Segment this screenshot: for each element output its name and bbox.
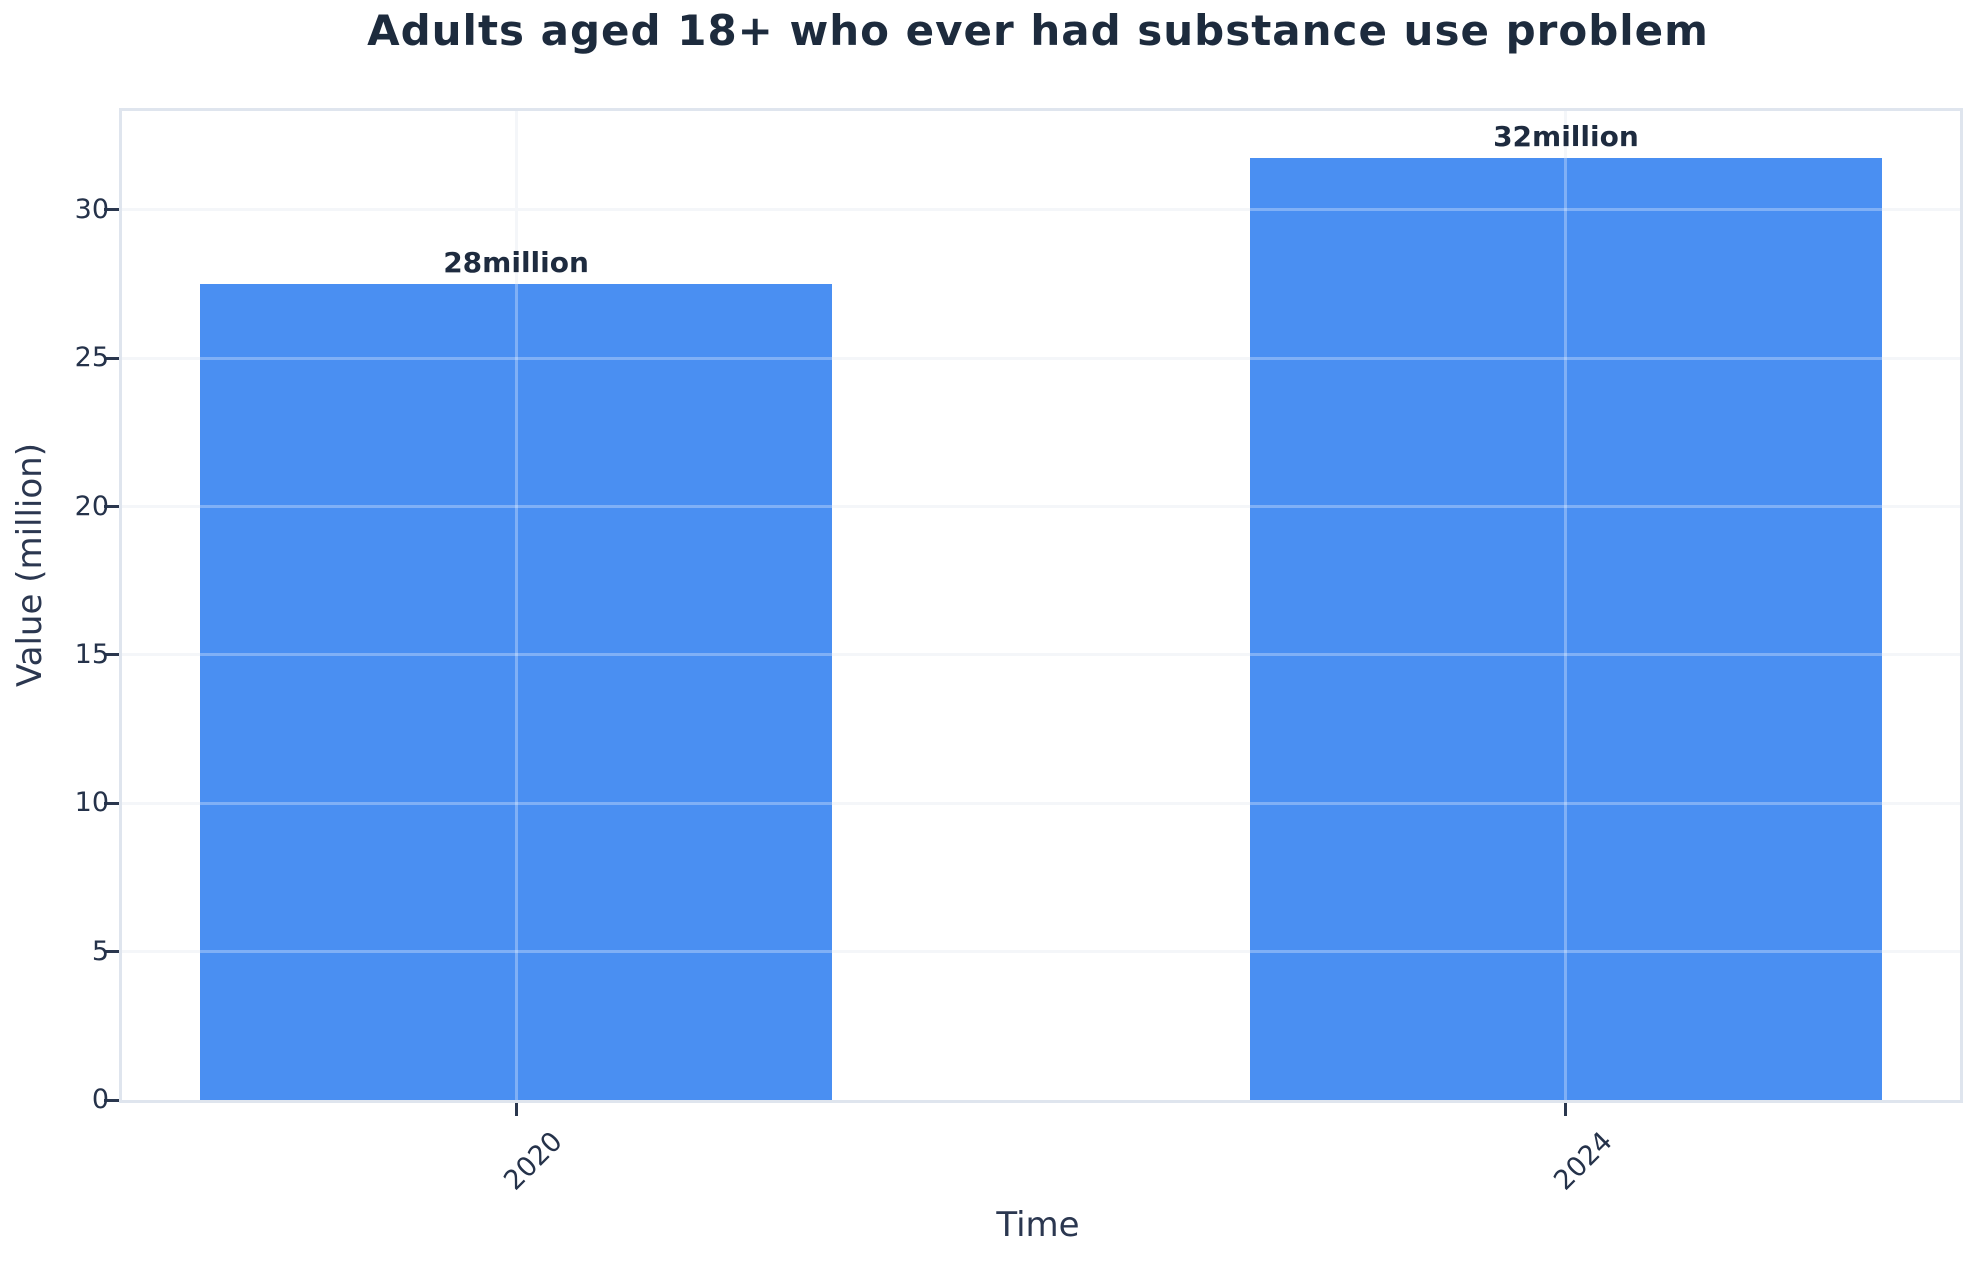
y-tick-mark-10 [104,801,119,805]
y-tick-mark-30 [104,208,119,212]
chart-title: Adults aged 18+ who ever had substance u… [367,6,1709,55]
bar-value-label-2024: 32million [1493,119,1639,153]
bar-gridline-vertical [1564,157,1568,1100]
y-tick-mark-0 [104,1098,119,1102]
y-tick-mark-15 [104,653,119,657]
bar-gridline-horizontal-25 [200,356,832,360]
x-tick-label-2020: 2020 [498,1126,569,1197]
bar-gridline-horizontal-5 [200,950,832,954]
y-tick-mark-5 [104,950,119,954]
bar-gridline-horizontal-15 [1249,653,1882,657]
bar-gridline-horizontal-5 [1249,950,1882,954]
bar-2024 [1249,157,1882,1100]
x-axis-label: Time [996,1205,1080,1245]
y-tick-mark-20 [104,505,119,509]
y-tick-label-20: 20 [74,490,109,522]
y-axis-label: Value (million) [10,443,50,687]
gridline-horizontal-10 [122,801,1960,805]
bar-gridline-horizontal-20 [1249,505,1882,509]
bar-2020 [200,284,832,1100]
bar-gridline-horizontal-10 [1249,801,1882,805]
x-tick-mark-2024 [1564,1103,1568,1116]
gridline-horizontal-25 [122,356,1960,360]
y-tick-label-5: 5 [91,935,109,967]
gridline-horizontal-5 [122,950,1960,954]
bar-gridline-horizontal-15 [200,653,832,657]
y-tick-label-0: 0 [91,1084,109,1115]
y-tick-mark-25 [104,356,119,360]
x-tick-label-2024: 2024 [1548,1126,1619,1197]
bar-gridline-horizontal-20 [200,505,832,509]
y-tick-label-25: 25 [74,342,109,374]
x-tick-mark-2020 [514,1103,518,1116]
bar-gridline-horizontal-25 [1249,356,1882,360]
bar-gridline-horizontal-30 [1249,208,1882,212]
bar-gridline-vertical [514,284,518,1100]
gridline-horizontal-20 [122,505,1960,509]
plot-area: 28million 2020 32million 2024 0 5 10 15 20 25 30 [75,108,1963,1197]
y-tick-label-15: 15 [74,638,109,670]
gridline-horizontal-15 [122,653,1960,657]
y-tick-label-10: 10 [74,787,109,819]
gridline-horizontal-30 [122,208,1960,212]
bar-gridline-horizontal-10 [200,801,832,805]
y-tick-label-30: 30 [74,193,109,225]
bar-value-label-2020: 28million [443,246,589,279]
